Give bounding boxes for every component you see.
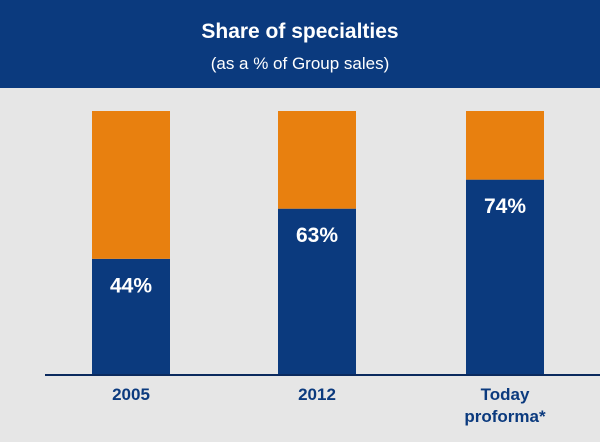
value-label: 74% xyxy=(484,195,526,218)
bar-segment xyxy=(278,111,356,209)
bar-segment xyxy=(92,258,170,375)
bar-segment xyxy=(92,111,170,259)
value-label: 63% xyxy=(296,224,338,247)
bar-segment xyxy=(278,208,356,375)
bar-segment xyxy=(466,111,544,180)
x-tick-label: Today proforma* xyxy=(464,385,546,426)
chart-title: Share of specialties xyxy=(201,20,399,43)
x-tick-label: 2005 xyxy=(112,385,150,404)
x-tick-label: 2012 xyxy=(298,385,336,404)
chart-subtitle: (as a % of Group sales) xyxy=(210,54,390,73)
value-label: 44% xyxy=(110,274,152,297)
bar-segment xyxy=(466,179,544,375)
header-band: Share of specialties (as a % of Group sa… xyxy=(0,0,600,88)
